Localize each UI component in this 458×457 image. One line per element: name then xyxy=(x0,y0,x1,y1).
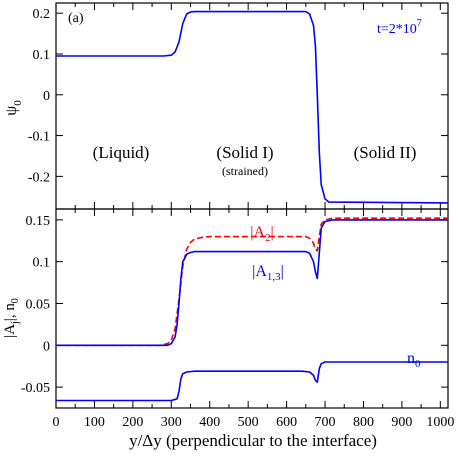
series-line-2 xyxy=(56,361,448,402)
x-tick-label: 0 xyxy=(53,415,60,430)
time-label: t=2*107 xyxy=(377,18,422,37)
series-line-0 xyxy=(56,10,449,204)
x-tick-label: 800 xyxy=(353,415,374,430)
a13-label: |A1,3| xyxy=(252,263,284,283)
svg-text:ψ0: ψ0 xyxy=(3,100,24,116)
region-liquid-label: (Liquid) xyxy=(93,143,150,162)
top-ylabel: ψ0 xyxy=(3,100,24,116)
y-tick-label: 0.2 xyxy=(33,7,51,22)
plot-frame xyxy=(55,208,449,409)
x-tick-label: 1000 xyxy=(426,415,454,430)
y-tick-label: -0.1 xyxy=(28,130,50,145)
series-line-1 xyxy=(56,219,448,347)
x-tick-label: 600 xyxy=(276,415,297,430)
y-tick-label: 0.05 xyxy=(26,297,51,312)
x-tick-label: 100 xyxy=(84,415,105,430)
y-tick-label: 0 xyxy=(43,89,50,104)
region-solid1-label: (Solid I) xyxy=(216,143,273,162)
n0-label: n0 xyxy=(407,350,421,370)
y-tick-label: 0 xyxy=(43,339,50,354)
bottom-ylabel: |Aj|, n0 xyxy=(2,298,21,338)
y-tick-label: 0.15 xyxy=(26,214,51,229)
region-strained-label: (strained) xyxy=(222,164,268,178)
x-tick-label: 700 xyxy=(315,415,336,430)
x-axis-label: y/Δy (perpendicular to the interface) xyxy=(129,431,377,450)
a2-label: |A2| xyxy=(250,224,273,244)
y-tick-label: -0.2 xyxy=(28,170,50,185)
panel-label: (a) xyxy=(68,11,84,26)
x-tick-label: 400 xyxy=(199,415,220,430)
y-tick-label: 0.1 xyxy=(33,48,51,63)
svg-text:|Aj|, n0: |Aj|, n0 xyxy=(2,298,21,338)
x-tick-label: 900 xyxy=(391,415,412,430)
y-tick-label: 0.1 xyxy=(33,256,51,271)
x-tick-label: 200 xyxy=(122,415,143,430)
y-tick-label: -0.05 xyxy=(21,381,50,396)
region-solid2-label: (Solid II) xyxy=(354,143,417,162)
x-tick-label: 500 xyxy=(238,415,259,430)
panel-bottom: -0.05 0 0.05 0.1 0.15 0 100 200 300 400 500 600 700 8… xyxy=(21,208,454,430)
x-tick-label: 300 xyxy=(161,415,182,430)
